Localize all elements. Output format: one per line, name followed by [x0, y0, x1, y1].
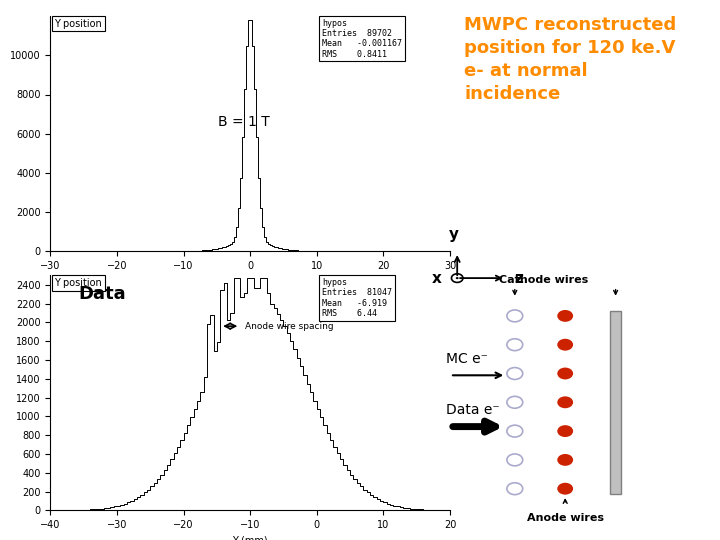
- Text: Data: Data: [78, 285, 126, 303]
- Text: Y position: Y position: [55, 18, 102, 29]
- Text: MWPC reconstructed
position for 120 ke.V
e- at normal
incidence: MWPC reconstructed position for 120 ke.V…: [464, 16, 677, 103]
- Text: Y position: Y position: [55, 278, 102, 288]
- Text: Anode wires: Anode wires: [527, 513, 603, 523]
- Text: Data e⁻: Data e⁻: [446, 403, 500, 417]
- Text: hypos
Entries  89702
Mean   -0.001167
RMS    0.8411: hypos Entries 89702 Mean -0.001167 RMS 0…: [322, 18, 402, 59]
- X-axis label: Y (mm): Y (mm): [233, 536, 268, 540]
- Text: MC e⁻: MC e⁻: [446, 352, 488, 366]
- Text: B = 1 T: B = 1 T: [218, 115, 270, 129]
- Text: z: z: [514, 271, 523, 286]
- Text: x: x: [432, 271, 442, 286]
- Text: y: y: [449, 227, 459, 242]
- Text: Anode wire spacing: Anode wire spacing: [245, 322, 333, 330]
- Text: Cathode wires: Cathode wires: [499, 274, 588, 285]
- X-axis label: Y position (mm): Y position (mm): [212, 276, 289, 286]
- Text: hypos
Entries  81047
Mean   -6.919
RMS    6.44: hypos Entries 81047 Mean -6.919 RMS 6.44: [322, 278, 392, 318]
